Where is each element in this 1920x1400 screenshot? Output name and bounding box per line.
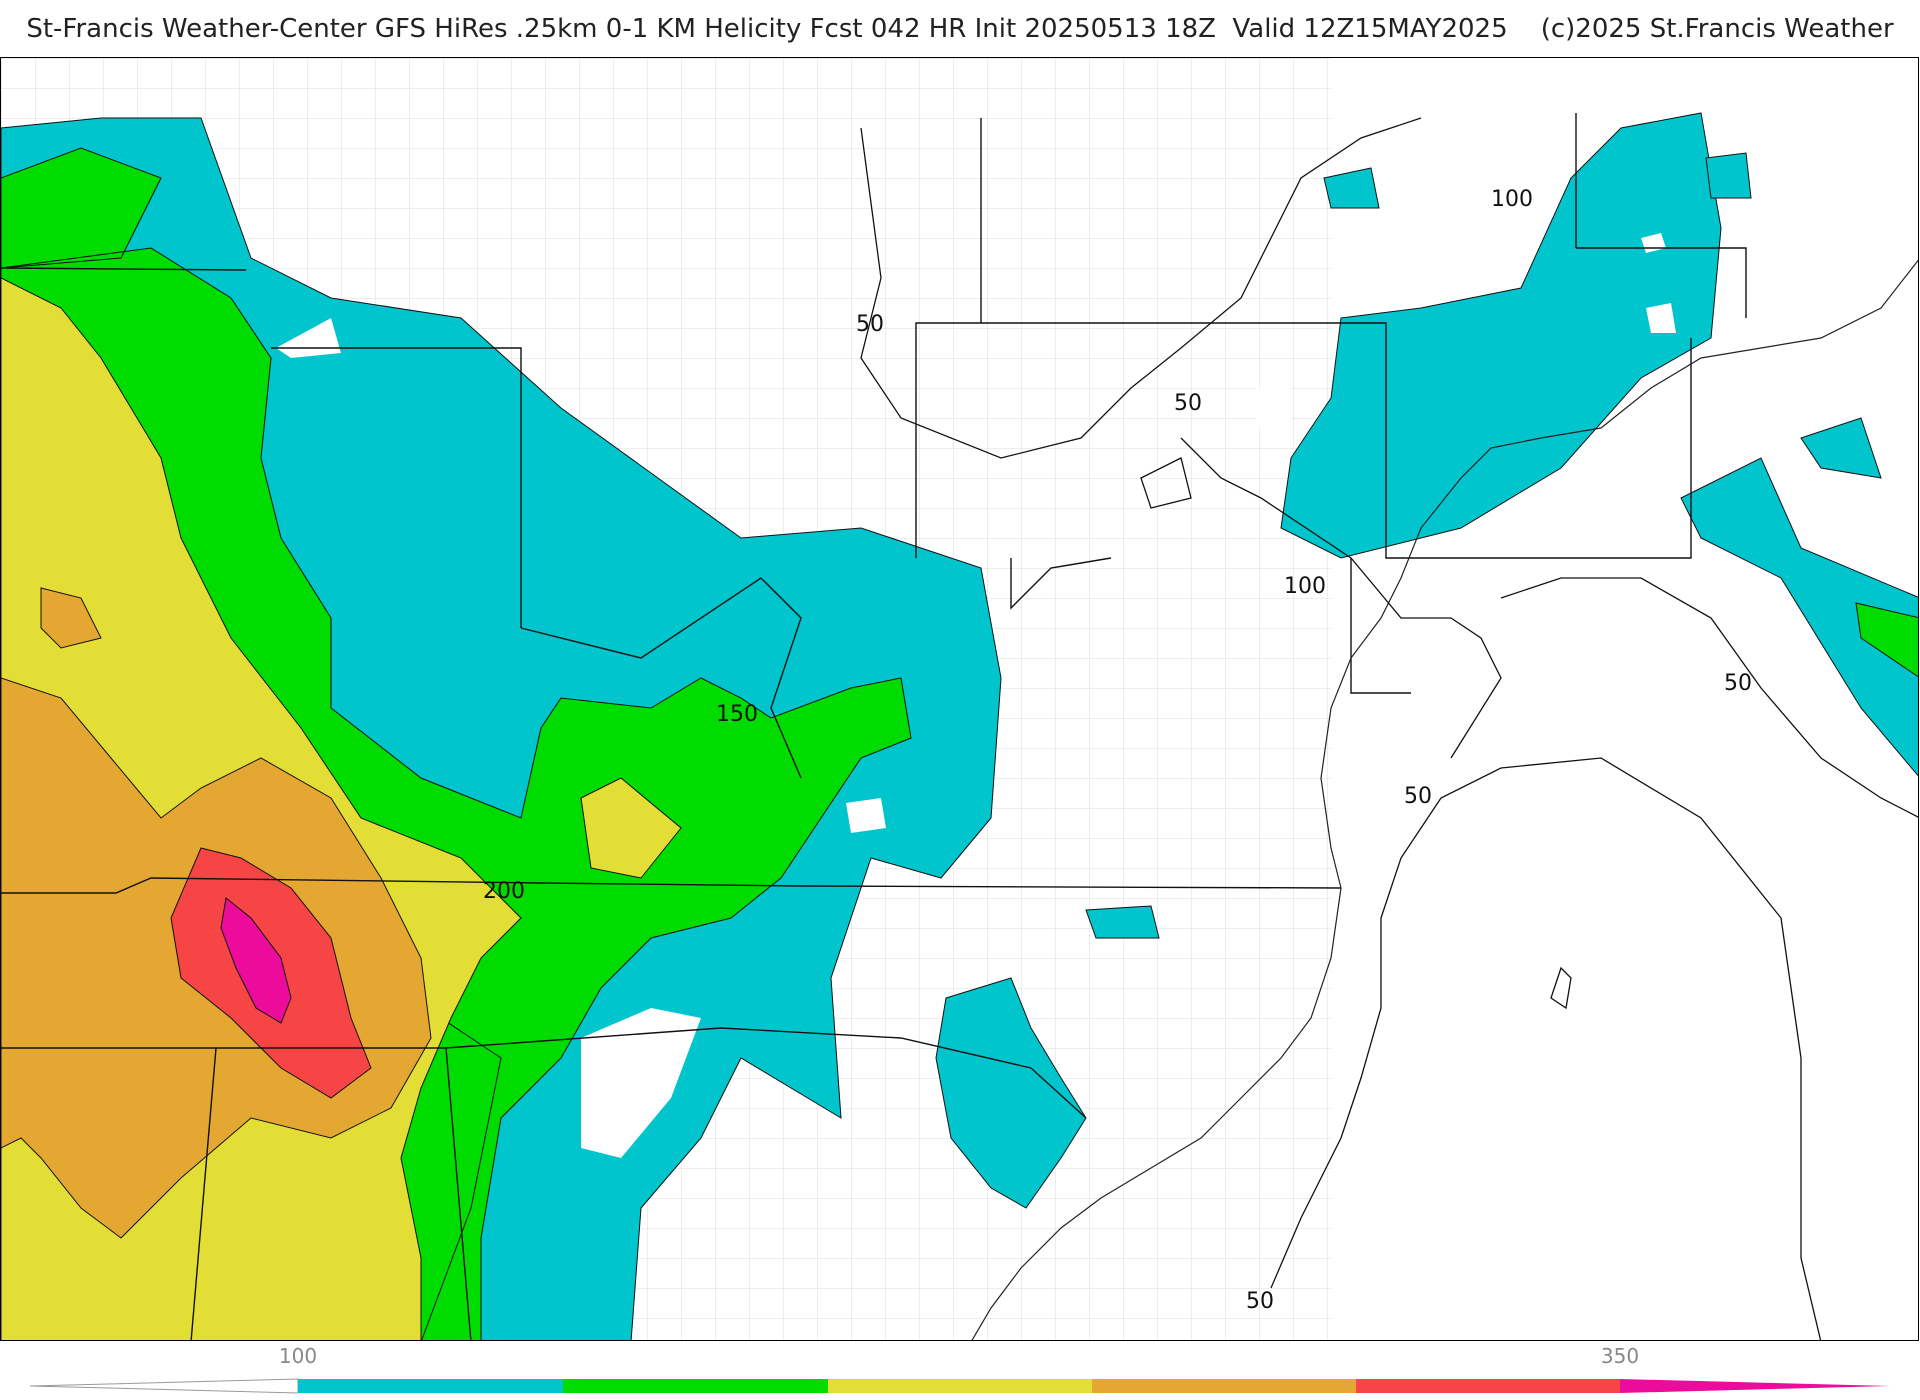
fill-350 — [220, 897, 292, 1024]
contour-label-150: 150 — [716, 702, 758, 727]
colorbar-swatch-100 — [298, 1379, 563, 1393]
fill-100-carolina — [935, 977, 1087, 1209]
colorbar-strip — [29, 1378, 1890, 1394]
helicity-fills — [1, 112, 1918, 1340]
state-boundaries — [1, 113, 1747, 1340]
map-title: St-Francis Weather-Center GFS HiRes .25k… — [26, 14, 1894, 44]
contour-labels: 50 50 50 50 50 100 100 150 200 — [483, 187, 1752, 1314]
colorbar: 100 350 — [0, 1341, 1920, 1400]
helicity-map: 50 50 50 50 50 100 100 150 200 — [1, 58, 1918, 1340]
contour-label-50-e: 50 — [1246, 1289, 1274, 1314]
contour-label-100-a: 100 — [1491, 187, 1533, 212]
fill-100-northeast — [1280, 112, 1722, 559]
contour-label-200: 200 — [483, 879, 525, 904]
colorbar-swatch-150 — [563, 1379, 828, 1393]
colorbar-tick-100: 100 — [278, 1344, 318, 1368]
fill-250-blob — [40, 587, 102, 649]
contour-label-50-d: 50 — [1404, 784, 1432, 809]
contour-label-100-b: 100 — [1284, 574, 1326, 599]
contour-label-50-b: 50 — [1174, 391, 1202, 416]
map-panel: 50 50 50 50 50 100 100 150 200 — [0, 57, 1919, 1341]
helicity-contours — [860, 117, 1918, 1340]
colorbar-swatch-250 — [1092, 1379, 1356, 1393]
colorbar-left-arrow — [29, 1378, 299, 1394]
fill-100-carolina-small — [1085, 905, 1160, 939]
fill-100-ne-blob — [1323, 167, 1380, 209]
coastline — [971, 259, 1918, 1340]
colorbar-swatch-200 — [828, 1379, 1092, 1393]
fill-200-inner — [580, 777, 682, 879]
colorbar-tick-350: 350 — [1600, 1344, 1640, 1368]
fill-100-atlantic — [1680, 457, 1918, 777]
contour-label-50-c: 50 — [1724, 671, 1752, 696]
fill-150-atlantic — [1855, 602, 1918, 678]
colorbar-swatch-300 — [1356, 1379, 1620, 1393]
colorbar-right-arrow-350 — [1620, 1379, 1890, 1393]
fill-100-ne-blob2 — [1705, 152, 1752, 199]
fill-100-atlantic2 — [1800, 417, 1882, 479]
contour-label-50-a: 50 — [856, 312, 884, 337]
